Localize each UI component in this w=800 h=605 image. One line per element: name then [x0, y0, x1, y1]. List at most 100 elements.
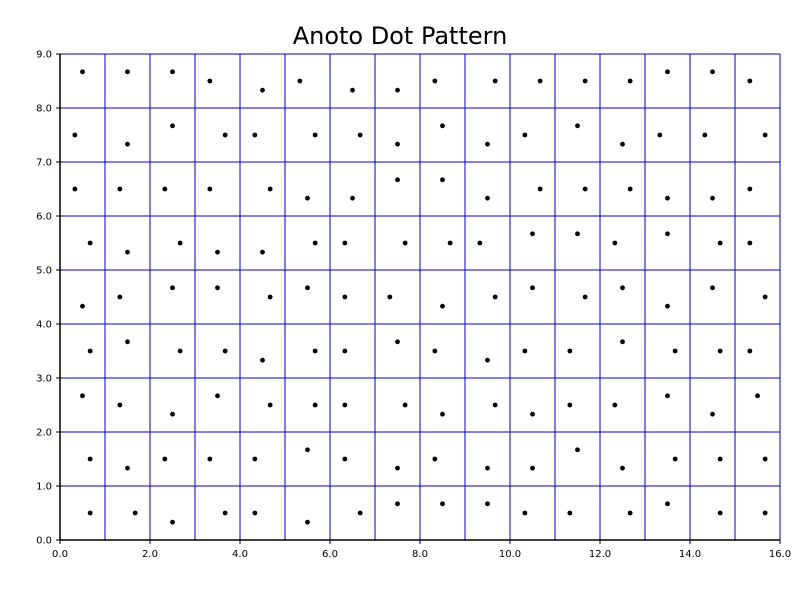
scatter-point [485, 141, 490, 147]
scatter-point [762, 510, 768, 516]
scatter-point [207, 456, 213, 462]
scatter-point [627, 510, 633, 516]
x-tick-label: 8.0 [412, 549, 428, 560]
scatter-point [207, 186, 213, 192]
scatter-point [395, 339, 400, 345]
scatter-point [80, 303, 85, 309]
scatter-point [567, 348, 573, 354]
scatter-point [222, 132, 228, 138]
scatter-point [710, 195, 715, 201]
scatter-point [387, 294, 393, 300]
scatter-point [395, 177, 400, 183]
scatter-point [350, 87, 355, 93]
y-tick-label: 2.0 [36, 428, 52, 439]
scatter-point [207, 78, 213, 84]
scatter-point [305, 519, 310, 525]
scatter-point [665, 303, 670, 309]
scatter-point [342, 402, 348, 408]
scatter-point [492, 294, 498, 300]
scatter-point [80, 393, 85, 399]
x-tick-label: 16.0 [769, 549, 791, 560]
x-tick-label: 0.0 [52, 549, 68, 560]
scatter-point [582, 294, 588, 300]
scatter-point [530, 411, 535, 417]
scatter-point [575, 447, 580, 453]
scatter-point [177, 348, 183, 354]
scatter-point [747, 348, 753, 354]
y-tick-label: 0.0 [36, 536, 52, 547]
scatter-point [342, 456, 348, 462]
scatter-point [747, 186, 753, 192]
scatter-point [717, 510, 723, 516]
scatter-point [567, 510, 573, 516]
scatter-point [125, 249, 130, 255]
scatter-point [117, 402, 123, 408]
ticks-layer: 0.0 2.0 4.0 6.0 8.0 10.0 12.0 14.0 16.0 0.0 1.0 2.0… [36, 50, 791, 561]
scatter-point [440, 123, 445, 129]
scatter-point [717, 240, 723, 246]
scatter-point [485, 357, 490, 363]
scatter-point [432, 78, 438, 84]
scatter-point [80, 69, 85, 75]
scatter-point [357, 510, 363, 516]
scatter-point [252, 456, 258, 462]
scatter-point [672, 456, 678, 462]
y-tick-label: 5.0 [36, 266, 52, 277]
scatter-point [710, 411, 715, 417]
scatter-point [492, 78, 498, 84]
scatter-point [567, 402, 573, 408]
scatter-point [177, 240, 183, 246]
scatter-point [125, 465, 130, 471]
x-tick-label: 6.0 [322, 549, 338, 560]
scatter-point [755, 393, 760, 399]
scatter-point [72, 186, 78, 192]
scatter-point [350, 195, 355, 201]
scatter-point [170, 285, 175, 291]
scatter-point [357, 132, 363, 138]
scatter-point [402, 402, 408, 408]
scatter-point [477, 240, 483, 246]
scatter-point [612, 240, 618, 246]
scatter-point [342, 348, 348, 354]
y-tick-label: 3.0 [36, 374, 52, 385]
scatter-point [87, 456, 93, 462]
scatter-point [132, 510, 138, 516]
scatter-point [575, 123, 580, 129]
scatter-point [342, 240, 348, 246]
scatter-point [72, 132, 78, 138]
scatter-point [620, 285, 625, 291]
scatter-point [485, 465, 490, 471]
scatter-point [402, 240, 408, 246]
scatter-point [665, 501, 670, 507]
scatter-point [432, 456, 438, 462]
scatter-point [762, 294, 768, 300]
scatter-point [267, 294, 273, 300]
grid-layer [59, 53, 781, 541]
scatter-point [125, 339, 130, 345]
scatter-point [395, 141, 400, 147]
scatter-point [260, 357, 265, 363]
scatter-point [665, 195, 670, 201]
scatter-point [267, 402, 273, 408]
scatter-point [530, 465, 535, 471]
scatter-point [342, 294, 348, 300]
scatter-point [582, 78, 588, 84]
scatter-point [522, 132, 528, 138]
x-tick-label: 10.0 [499, 549, 521, 560]
scatter-point [485, 501, 490, 507]
scatter-point [87, 348, 93, 354]
scatter-point [665, 393, 670, 399]
scatter-point [747, 240, 753, 246]
scatter-point [620, 465, 625, 471]
scatter-point [530, 231, 535, 237]
points-layer [72, 69, 768, 525]
scatter-point [492, 402, 498, 408]
scatter-point [170, 123, 175, 129]
scatter-point [260, 249, 265, 255]
scatter-point [170, 519, 175, 525]
scatter-point [170, 411, 175, 417]
scatter-point [537, 78, 543, 84]
x-tick-label: 12.0 [589, 549, 611, 560]
